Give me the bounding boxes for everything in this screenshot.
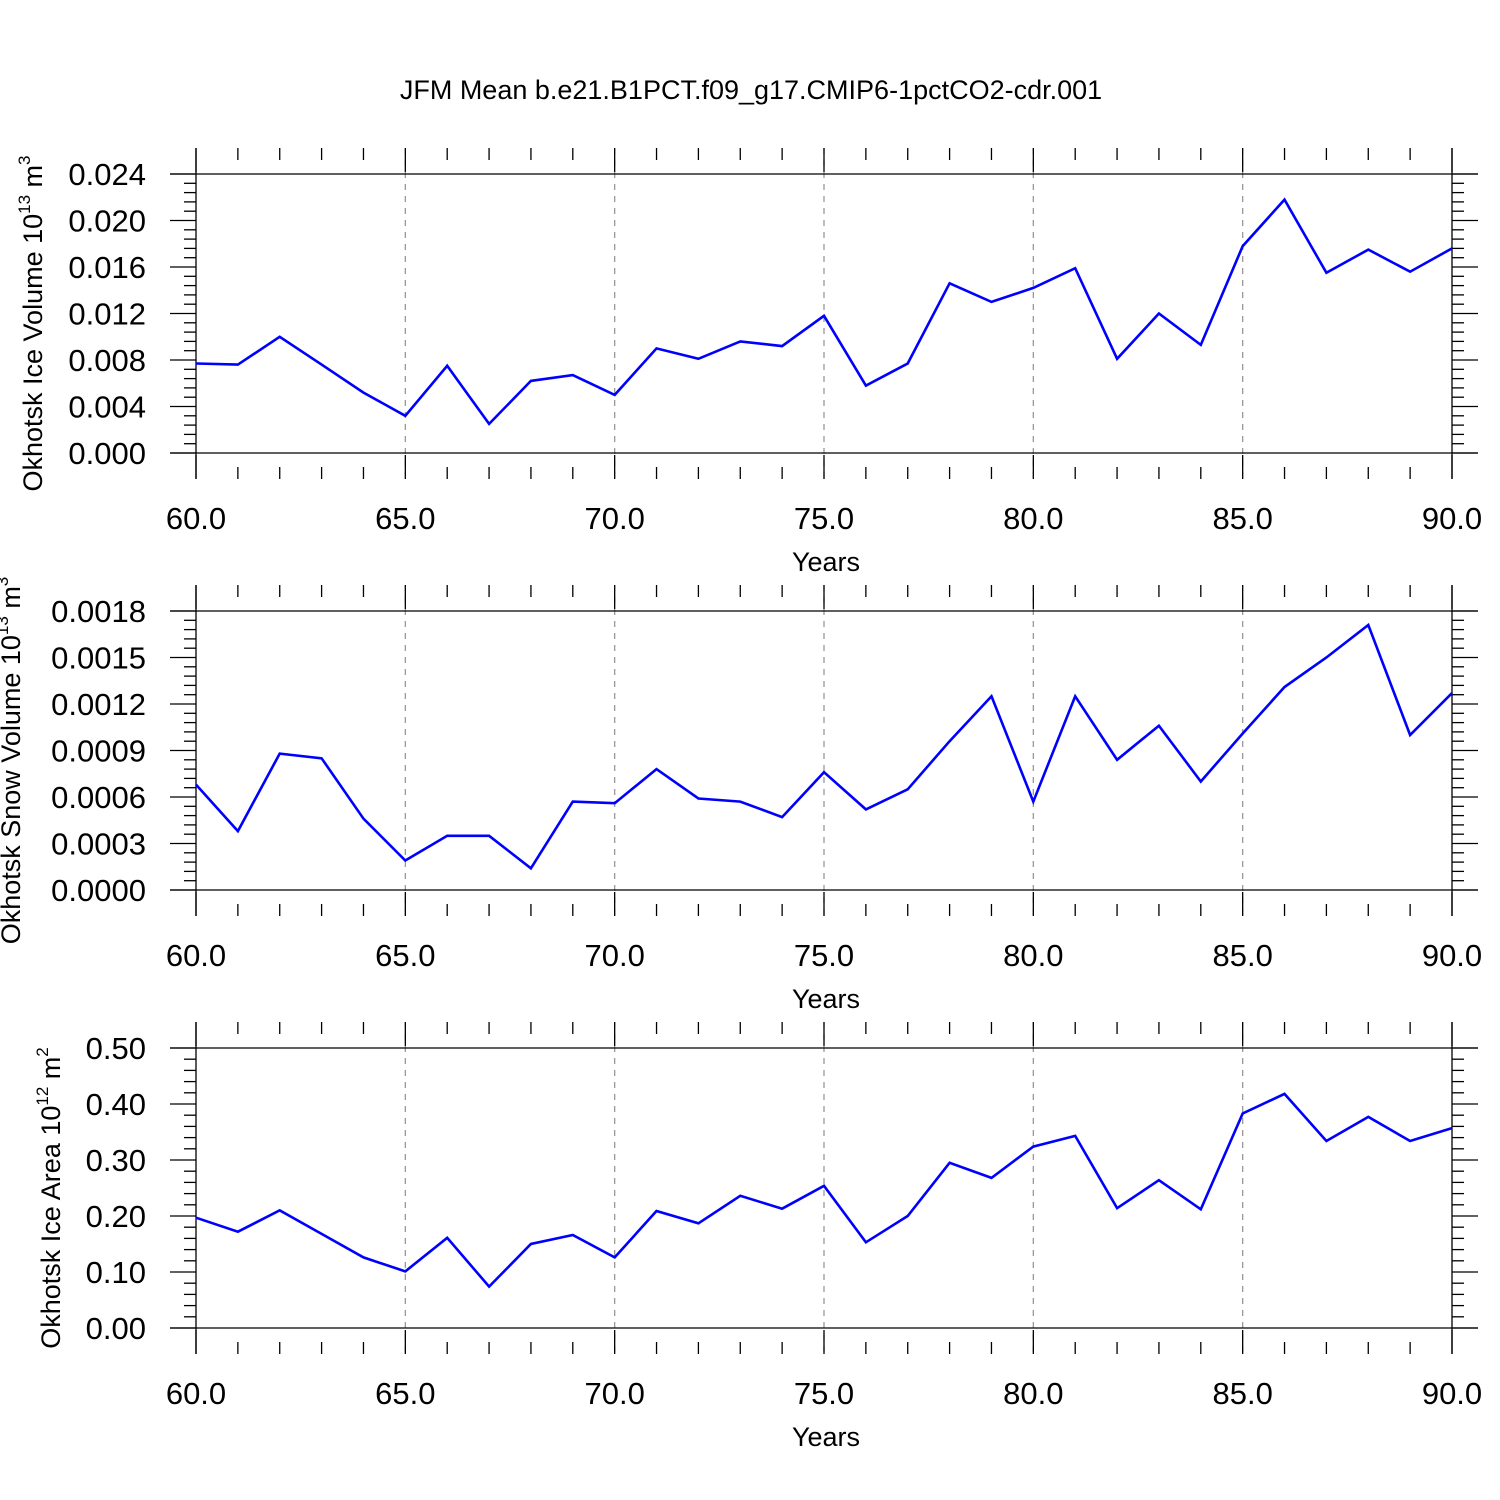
y-axis-title-unit: m (0, 586, 26, 616)
y-tick-label: 0.0000 (51, 873, 146, 908)
y-tick-label: 0.0012 (51, 687, 146, 722)
y-axis-title-exponent: 12 (33, 1087, 52, 1106)
y-tick-label: 0.0015 (51, 641, 146, 676)
y-axis-title-exponent: 13 (0, 616, 12, 635)
y-axis-title-unit: m (18, 165, 48, 195)
y-tick-label: 0.30 (86, 1143, 146, 1178)
x-tick-label: 85.0 (1212, 938, 1272, 973)
y-tick-label: 0.0003 (51, 827, 146, 862)
y-axis-title-text: Okhotsk Ice Volume 10 (18, 214, 48, 492)
x-tick-label: 70.0 (584, 938, 644, 973)
x-tick-label: 85.0 (1212, 1376, 1272, 1411)
y-axis-title-text: Okhotsk Snow Volume 10 (0, 635, 26, 944)
x-tick-label: 65.0 (375, 501, 435, 536)
panels: 60.0 65.0 70.0 75.0 80.0 85.0 90.0 Years 0.000 0.… (0, 148, 1482, 1452)
y-axis-title-unit-exponent: 3 (15, 155, 34, 164)
y-axis-title-unit-exponent: 2 (33, 1047, 52, 1056)
x-axis-title: Years (792, 1422, 860, 1452)
chart-title: JFM Mean b.e21.B1PCT.f09_g17.CMIP6-1pctC… (400, 75, 1102, 105)
y-tick-label: 0.0006 (51, 780, 146, 815)
y-axis-title-unit-exponent: 3 (0, 577, 12, 586)
x-tick-label: 60.0 (166, 938, 226, 973)
x-tick-label: 65.0 (375, 1376, 435, 1411)
x-tick-label: 85.0 (1212, 501, 1272, 536)
y-tick-label: 0.0009 (51, 734, 146, 769)
panel-2: 60.0 65.0 70.0 75.0 80.0 85.0 90.0 Years 0.0000 0… (0, 577, 1482, 1014)
series-line (195, 622, 1453, 871)
y-axis-title: Okhotsk Snow Volume 1013 m3 (0, 577, 26, 945)
y-tick-label: 0.40 (86, 1087, 146, 1122)
x-tick-label: 75.0 (794, 938, 854, 973)
y-tick-label: 0.008 (68, 343, 146, 378)
x-axis-title: Years (792, 547, 860, 577)
x-tick-label: 65.0 (375, 938, 435, 973)
y-axis-title: Okhotsk Ice Area 1012 m2 (33, 1047, 66, 1349)
x-axis-title: Years (792, 984, 860, 1014)
x-tick-label: 90.0 (1422, 938, 1482, 973)
panel-1: 60.0 65.0 70.0 75.0 80.0 85.0 90.0 Years 0.000 0.… (15, 148, 1482, 577)
y-tick-label: 0.000 (68, 436, 146, 471)
y-axis-title-exponent: 13 (15, 195, 34, 214)
x-tick-label: 60.0 (166, 1376, 226, 1411)
y-axis-title: Okhotsk Ice Volume 1013 m3 (15, 155, 48, 491)
x-tick-label: 80.0 (1003, 1376, 1063, 1411)
y-tick-label: 0.0018 (51, 594, 146, 629)
y-tick-label: 0.10 (86, 1255, 146, 1290)
x-tick-label: 70.0 (584, 501, 644, 536)
y-tick-label: 0.020 (68, 204, 146, 239)
x-tick-label: 70.0 (584, 1376, 644, 1411)
x-tick-label: 90.0 (1422, 1376, 1482, 1411)
y-tick-label: 0.016 (68, 250, 146, 285)
y-axis-title-unit: m (36, 1057, 66, 1087)
x-tick-label: 80.0 (1003, 938, 1063, 973)
y-tick-label: 0.20 (86, 1199, 146, 1234)
y-tick-label: 0.012 (68, 297, 146, 332)
x-tick-label: 75.0 (794, 1376, 854, 1411)
x-tick-label: 60.0 (166, 501, 226, 536)
y-tick-label: 0.004 (68, 390, 146, 425)
y-axis-title-text: Okhotsk Ice Area 10 (36, 1106, 66, 1349)
y-tick-label: 0.00 (86, 1311, 146, 1346)
y-tick-label: 0.024 (68, 157, 146, 192)
x-tick-label: 90.0 (1422, 501, 1482, 536)
y-tick-label: 0.50 (86, 1031, 146, 1066)
x-tick-label: 80.0 (1003, 501, 1063, 536)
x-tick-label: 75.0 (794, 501, 854, 536)
panel-3: 60.0 65.0 70.0 75.0 80.0 85.0 90.0 Years 0.00 0.1… (33, 1022, 1482, 1452)
series-line (195, 1092, 1453, 1289)
series-line (195, 197, 1453, 426)
